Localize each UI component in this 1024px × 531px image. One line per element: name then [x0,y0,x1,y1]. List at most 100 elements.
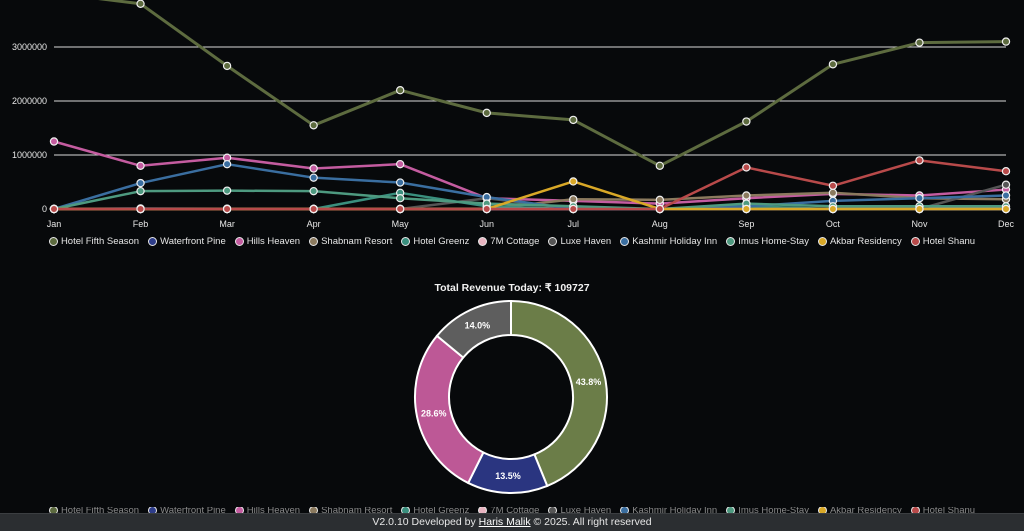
data-point[interactable] [222,204,232,214]
x-tick-label: Apr [307,219,321,229]
legend-swatch [817,237,827,246]
data-point[interactable] [222,159,232,169]
slice-label: 13.5% [495,471,521,481]
legend-item[interactable]: 7M Cottage [478,236,539,247]
data-point[interactable] [136,178,145,188]
slice-label: 28.6% [421,408,447,418]
data-point[interactable] [655,204,665,214]
slice-label: 14.0% [465,321,491,331]
data-point[interactable] [49,137,59,146]
data-point[interactable] [828,181,838,190]
legend-item[interactable]: Shabnam Resort [309,507,392,514]
legend-swatch [234,237,244,246]
data-point[interactable] [309,173,318,182]
data-point[interactable] [569,115,578,125]
legend-label: 7M Cottage [490,507,540,514]
data-point[interactable] [742,117,751,126]
donut-slice[interactable] [510,299,608,488]
data-point[interactable] [569,204,578,214]
data-point[interactable] [395,193,405,203]
donut-slice[interactable] [414,334,485,485]
x-tick-label: Nov [911,219,928,229]
y-tick-label: 0 [42,204,47,214]
data-point[interactable] [655,195,665,205]
data-point[interactable] [136,161,145,170]
data-point[interactable] [1001,37,1011,46]
data-point[interactable] [742,204,751,214]
data-point[interactable] [309,164,318,173]
legend-item[interactable]: Kashmir Holiday Inn [620,507,717,514]
data-point[interactable] [395,159,405,169]
legend-swatch [548,507,558,514]
legend-item[interactable]: 7M Cottage [478,507,539,514]
slice-label: 43.8% [576,377,602,387]
data-point[interactable] [569,177,578,186]
data-point[interactable] [1001,166,1011,176]
legend-item[interactable]: Imus Home-Stay [726,236,809,247]
legend-swatch [910,507,920,514]
y-tick-label: 1000000 [12,150,47,160]
data-point[interactable] [136,204,145,214]
x-tick-label: Jan [47,219,62,229]
data-point[interactable] [309,121,318,130]
data-point[interactable] [1001,204,1011,214]
legend-swatch [478,237,488,246]
data-point[interactable] [395,85,405,95]
legend-item[interactable]: Akbar Residency [817,236,902,247]
line-chart-legend: Hotel Fifth Season Waterfront Pine Hills H… [0,236,1024,247]
data-point[interactable] [136,0,145,8]
data-point[interactable] [828,188,838,197]
legend-item[interactable]: Akbar Residency [817,507,902,514]
legend-item[interactable]: Hotel Fifth Season [48,507,139,514]
legend-item[interactable]: Waterfront Pine [148,236,226,247]
data-point[interactable] [742,163,751,172]
data-point[interactable] [482,204,491,214]
legend-item[interactable]: Hotel Fifth Season [48,236,139,247]
data-point[interactable] [915,204,924,214]
data-point[interactable] [915,156,924,165]
data-point[interactable] [222,61,232,71]
data-point[interactable] [742,191,751,200]
data-point[interactable] [395,204,405,214]
legend-item[interactable]: Waterfront Pine [148,507,226,514]
line-series [97,0,1011,170]
data-point[interactable] [309,204,318,214]
legend-item[interactable]: Hotel Shanu [910,507,976,514]
data-point[interactable] [655,161,665,170]
legend-label: Hotel Shanu [922,507,976,514]
data-point[interactable] [49,204,59,214]
legend-swatch [548,237,558,246]
legend-item[interactable]: Imus Home-Stay [726,507,809,514]
footer-author-link[interactable]: Haris Malik [478,516,531,528]
legend-item[interactable]: Hills Heaven [234,507,300,514]
legend-item[interactable]: Hotel Greenz [401,236,469,247]
data-point[interactable] [915,193,924,203]
footer-copyright-text: © 2025. All right reserved [530,516,652,528]
legend-item[interactable]: Hotel Greenz [401,507,469,514]
data-point[interactable] [915,38,924,47]
data-point[interactable] [482,108,491,118]
legend-item[interactable]: Hotel Shanu [910,236,975,247]
legend-item[interactable]: Luxe Haven [548,236,611,247]
data-point[interactable] [1001,191,1011,200]
legend-item[interactable]: Luxe Haven [548,507,611,514]
legend-swatch [726,507,736,514]
series-line [53,189,1006,211]
data-point[interactable] [136,186,145,196]
legend-label: 7M Cottage [490,236,540,247]
legend-swatch [401,507,411,514]
data-point[interactable] [309,186,318,196]
legend-swatch [726,237,736,246]
legend-item[interactable]: Hills Heaven [234,236,300,247]
legend-item[interactable]: Shabnam Resort [309,236,392,247]
donut-chart-title: Total Revenue Today: ₹ 109727 [434,282,590,294]
data-point[interactable] [395,178,405,187]
data-point[interactable] [828,204,838,214]
data-point[interactable] [1001,180,1011,189]
donut-slice[interactable] [435,299,512,359]
data-point[interactable] [222,186,232,195]
data-point[interactable] [828,60,838,69]
legend-item[interactable]: Kashmir Holiday Inn [620,236,717,247]
legend-label: Luxe Haven [560,236,612,247]
data-point[interactable] [569,195,578,204]
